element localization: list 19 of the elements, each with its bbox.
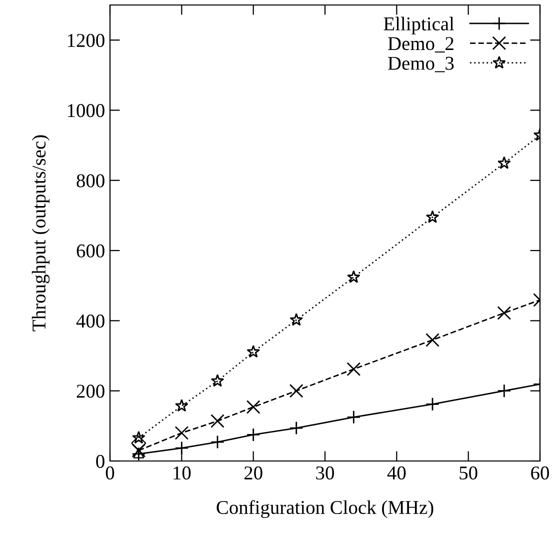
- x-tick-label: 60: [531, 466, 549, 480]
- x-tick-label: 30: [316, 466, 334, 480]
- x-tick-label: 50: [460, 466, 478, 480]
- y-tick-label: 600: [76, 244, 104, 258]
- y-axis-title: Throughput (outputs/sec): [32, 135, 50, 332]
- y-tick-label: 0: [96, 454, 104, 468]
- legend-label: Demo_2: [388, 37, 454, 52]
- x-tick-label: 20: [244, 466, 262, 480]
- y-tick-label: 400: [76, 314, 104, 328]
- x-tick-label: 40: [387, 466, 406, 480]
- x-axis-title: Configuration Clock (MHz): [216, 500, 434, 518]
- x-tick-label: 10: [174, 466, 191, 480]
- x-tick-label: 0: [106, 466, 114, 480]
- y-tick-label: 200: [76, 384, 104, 398]
- legend-label: Demo_3: [388, 56, 454, 72]
- y-tick-label: 800: [76, 174, 104, 188]
- legend-label: Elliptical: [384, 16, 454, 34]
- y-tick-label: 1000: [68, 104, 104, 118]
- y-tick-label: 1200: [68, 34, 104, 48]
